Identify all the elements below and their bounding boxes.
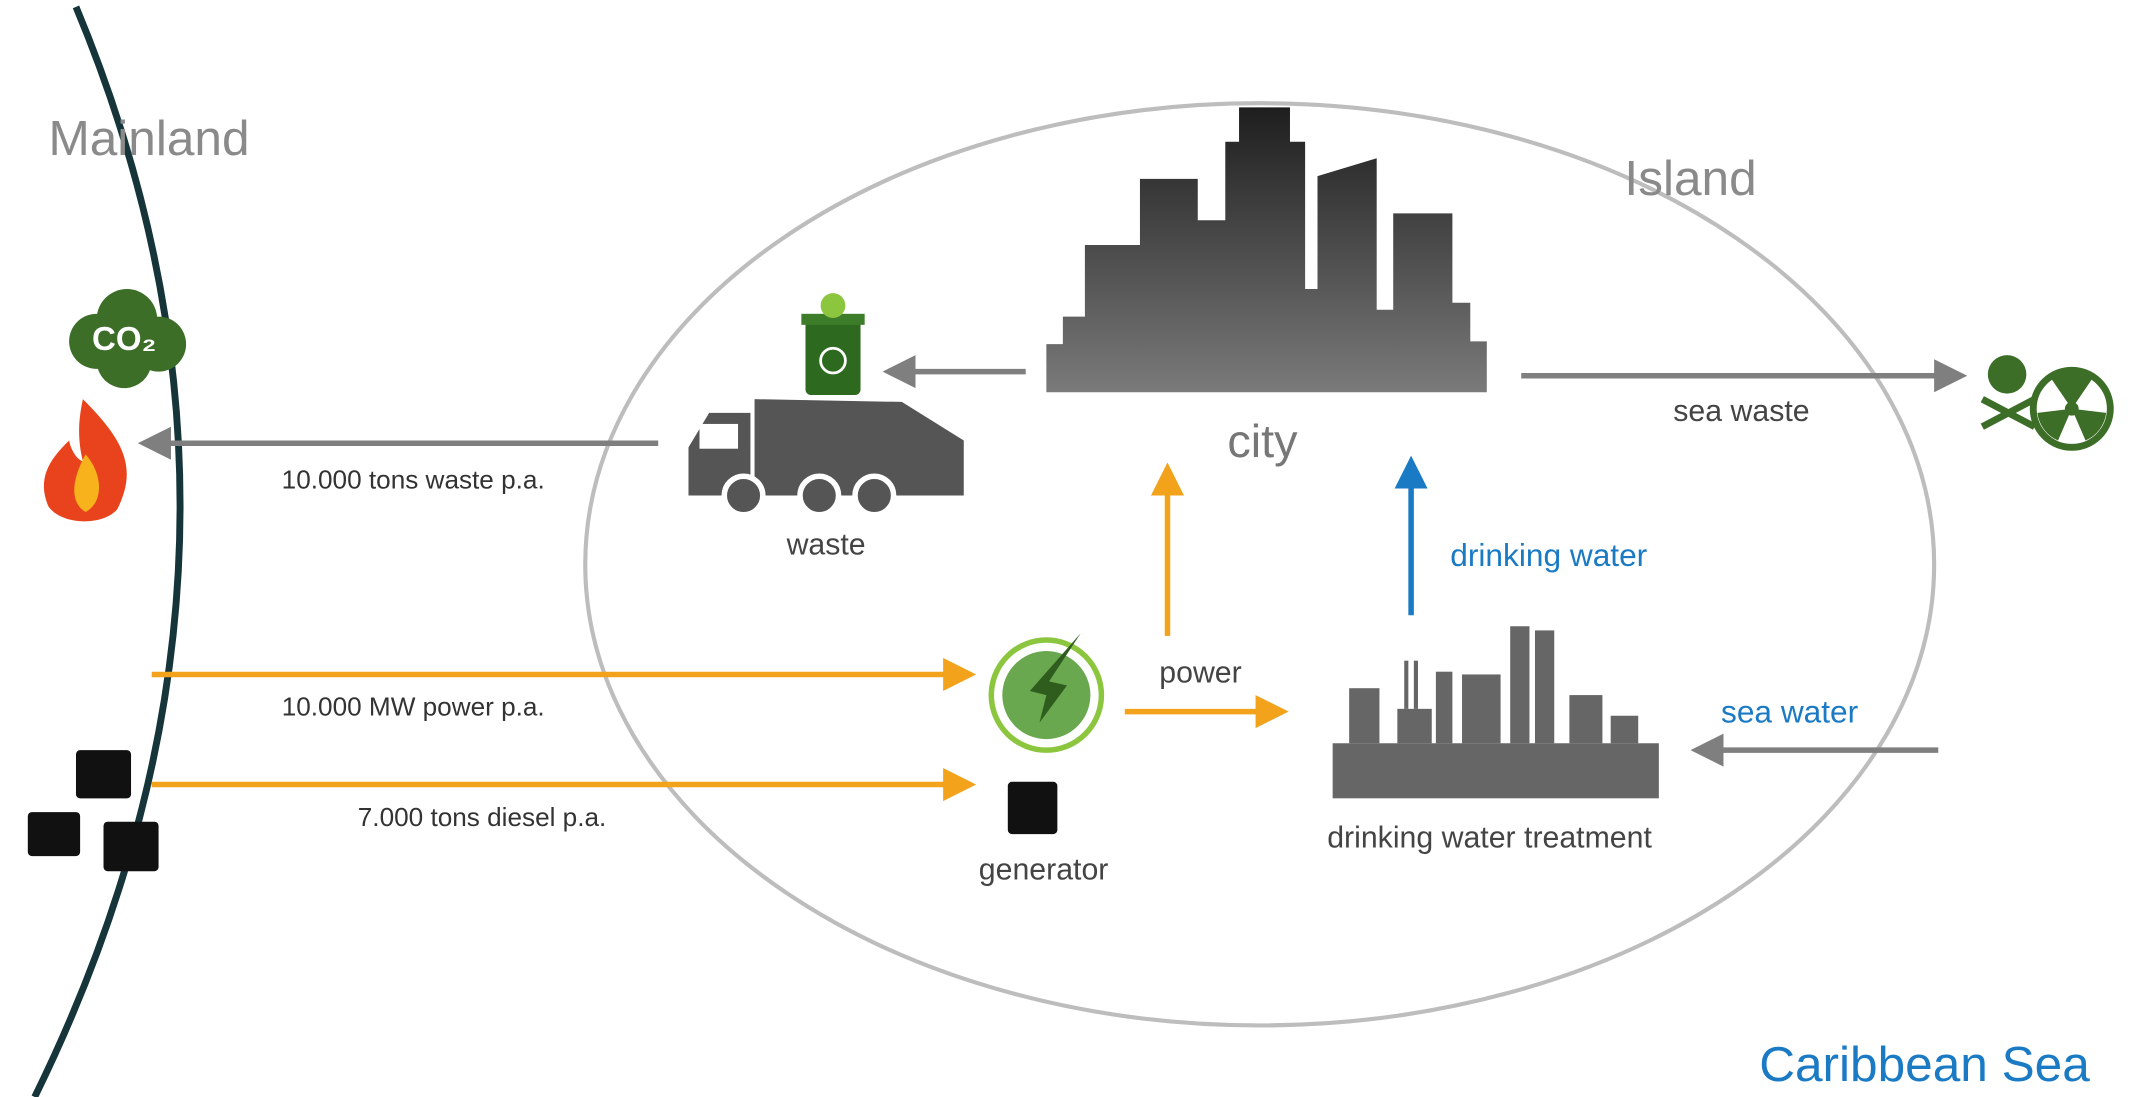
flow-label: sea water: [1721, 694, 1859, 730]
hazard-icon: [1982, 355, 2110, 447]
flow-label: drinking water: [1450, 537, 1647, 573]
flow-label: sea waste: [1673, 395, 1809, 428]
flow-label: power: [1159, 656, 1241, 689]
flow-label: 7.000 tons diesel p.a.: [358, 802, 607, 832]
diagram: Mainland Island city waste CO₂ genera: [0, 0, 2134, 1097]
flow-label: 10.000 tons waste p.a.: [282, 465, 545, 495]
city-label: city: [1227, 415, 1298, 467]
page: Mainland Island city waste CO₂ genera: [0, 0, 2134, 1097]
mainland-coast: [35, 7, 180, 1097]
flow-label: 10.000 MW power p.a.: [282, 692, 545, 722]
mainland-label: Mainland: [48, 110, 249, 166]
island-label: Island: [1624, 150, 1756, 206]
waste-label: waste: [786, 528, 866, 561]
treatment-label: drinking water treatment: [1327, 822, 1652, 855]
co2-cloud-icon: CO₂: [69, 289, 186, 388]
sea-label: Caribbean Sea: [1759, 1036, 2090, 1092]
generator-label: generator: [979, 853, 1109, 886]
co2-text: CO₂: [92, 320, 156, 357]
